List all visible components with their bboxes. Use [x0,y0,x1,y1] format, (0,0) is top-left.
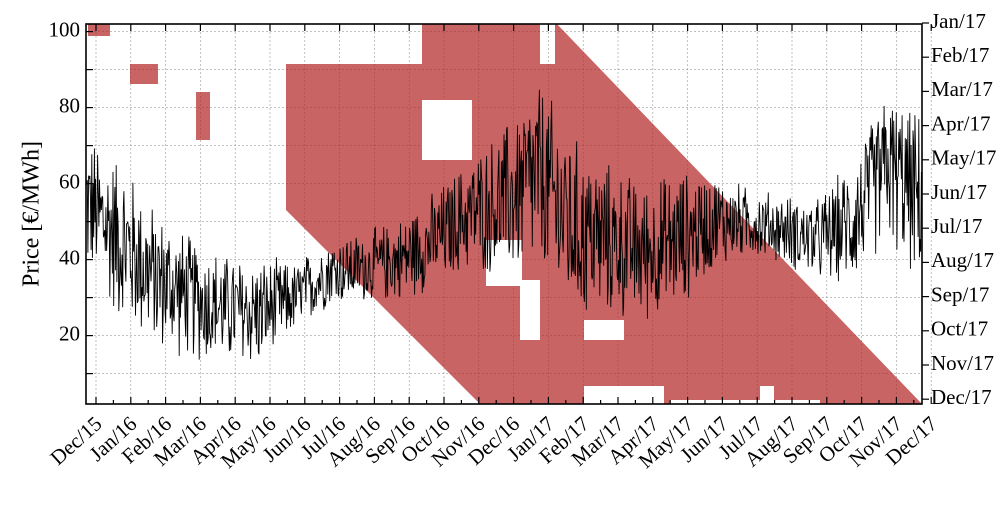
right-axis-label: Feb/17 [931,43,989,67]
y-tick-labels: 20 40 60 80 100 [49,17,81,345]
overlay-fragment [196,92,210,140]
y-axis-title: Price [€/MWh] [19,141,45,287]
overlay-gap [584,320,624,340]
axis-ticks [86,22,950,404]
right-axis-label: Jun/17 [931,180,987,204]
overlay-fragment [88,24,110,36]
right-axis-label: Nov/17 [931,351,994,375]
y-tick-label: 80 [59,93,80,117]
overlay-gap [760,386,774,404]
right-axis-label: Jan/17 [931,9,986,33]
y-tick-label: 40 [59,245,80,269]
overlay-gap [670,400,820,404]
y-tick-label: 100 [49,17,81,41]
price-series [86,89,922,360]
right-axis-label: Aug/17 [931,248,994,272]
right-axis-label: Oct/17 [931,317,988,341]
right-axis-label: Jul/17 [931,214,982,238]
y-tick-label: 60 [59,169,80,193]
overlay-top-block [422,24,540,64]
overlay-gap [422,100,472,160]
right-axis-label: Sep/17 [931,282,989,306]
right-axis-label: Mar/17 [931,77,993,101]
right-axis-labels: Jan/17 Feb/17 Mar/17 Apr/17 May/17 Jun/17 Jul/… [931,9,996,409]
price-line [86,89,922,360]
y-tick-label: 20 [59,321,80,345]
overlay-gap [584,386,664,404]
right-axis-label: Apr/17 [931,111,991,135]
right-axis-label: May/17 [931,146,996,170]
overlay-gap [486,240,522,286]
right-axis-label: Dec/17 [931,385,992,409]
overlay-gap [520,280,540,340]
overlay-fragment [130,64,158,84]
plot-frame [85,23,923,405]
x-tick-labels: Dec/15Jan/16Feb/16Mar/16Apr/16May/16Jun/… [45,411,941,473]
